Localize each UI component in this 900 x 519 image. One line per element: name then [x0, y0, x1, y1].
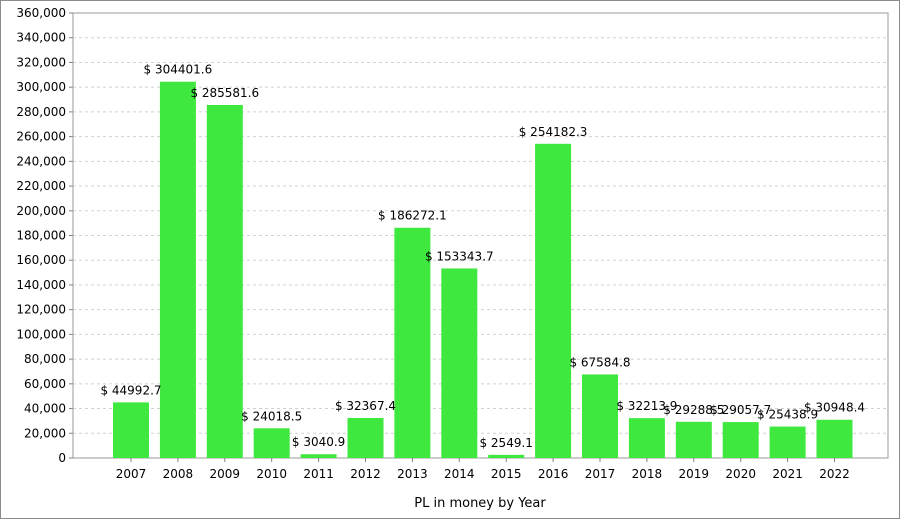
y-tick-label: 20,000: [24, 426, 66, 440]
bar-2008: [159, 81, 196, 458]
y-tick-label: 60,000: [24, 377, 66, 391]
y-tick-label: 160,000: [16, 253, 66, 267]
y-tick-label: 100,000: [16, 327, 66, 341]
x-axis-title: PL in money by Year: [414, 496, 546, 511]
bar-2009: [206, 104, 243, 458]
y-tick-label: 200,000: [16, 204, 66, 218]
bar-2016: [535, 143, 572, 458]
y-tick-label: 340,000: [16, 31, 66, 45]
bar-2017: [582, 374, 618, 458]
y-axis-ticks: 0 20,000 40,000 60,000 80,000 100,000 120,000 1…: [16, 6, 73, 465]
data-label: $ 29288.5: [663, 403, 724, 417]
data-label: $ 32213.9: [616, 399, 677, 413]
bar-2022: [816, 419, 853, 458]
y-tick-label: 300,000: [16, 80, 66, 94]
x-tick-label: 2018: [632, 467, 663, 481]
data-label: $ 25438.9: [757, 408, 818, 422]
bar-2014: [441, 268, 478, 458]
bar-2007: [113, 402, 149, 458]
data-label: $ 153343.7: [425, 249, 494, 263]
data-label: $ 285581.6: [190, 86, 259, 100]
bar-2019: [675, 421, 712, 458]
bar-2011: [300, 454, 337, 458]
data-label: $ 186272.1: [378, 209, 447, 223]
y-tick-label: 240,000: [16, 154, 66, 168]
x-tick-label: 2019: [679, 467, 710, 481]
y-tick-label: 40,000: [24, 402, 66, 416]
bar-2013: [394, 227, 431, 458]
x-tick-label: 2007: [116, 467, 147, 481]
data-label: $ 24018.5: [241, 409, 302, 423]
data-label: $ 3040.9: [292, 435, 345, 449]
y-tick-label: 80,000: [24, 352, 66, 366]
data-label: $ 2549.1: [479, 436, 532, 450]
y-tick-label: 120,000: [16, 303, 66, 317]
x-axis-ticks: 2007 2008 2009 2010 2011 2012 2013 2014 2015 2016…: [116, 458, 850, 481]
data-label: $ 30948.4: [804, 401, 865, 415]
data-label: $ 254182.3: [519, 125, 588, 139]
data-label: $ 29057.7: [710, 403, 771, 417]
y-tick-label: 360,000: [16, 6, 66, 20]
bars: [113, 81, 853, 458]
data-label: $ 32367.4: [335, 399, 396, 413]
x-tick-label: 2020: [725, 467, 756, 481]
x-tick-label: 2015: [491, 467, 522, 481]
x-tick-label: 2012: [350, 467, 381, 481]
x-tick-label: 2021: [772, 467, 803, 481]
y-tick-label: 0: [58, 451, 66, 465]
x-tick-label: 2014: [444, 467, 475, 481]
y-tick-label: 180,000: [16, 229, 66, 243]
data-label: $ 44992.7: [100, 383, 161, 397]
grid-lines: [73, 37, 888, 434]
bar-2010: [253, 428, 290, 458]
data-labels: $ 44992.7 $ 304401.6 $ 285581.6 $ 24018.5 $ …: [100, 63, 865, 450]
bar-2012: [347, 417, 384, 458]
y-tick-label: 280,000: [16, 105, 66, 119]
x-tick-label: 2010: [256, 467, 287, 481]
x-tick-label: 2017: [585, 467, 616, 481]
bar-2020: [722, 422, 759, 458]
data-label: $ 67584.8: [569, 355, 630, 369]
bar-2018: [628, 418, 665, 458]
x-tick-label: 2011: [303, 467, 334, 481]
y-tick-label: 320,000: [16, 55, 66, 69]
bar-2015: [488, 454, 525, 458]
data-label: $ 304401.6: [144, 63, 213, 77]
x-tick-label: 2009: [210, 467, 241, 481]
bar-2021: [769, 426, 806, 458]
y-tick-label: 260,000: [16, 130, 66, 144]
x-tick-label: 2016: [538, 467, 569, 481]
x-tick-label: 2022: [819, 467, 850, 481]
y-tick-label: 140,000: [16, 278, 66, 292]
x-tick-label: 2013: [397, 467, 428, 481]
x-tick-label: 2008: [163, 467, 194, 481]
y-tick-label: 220,000: [16, 179, 66, 193]
